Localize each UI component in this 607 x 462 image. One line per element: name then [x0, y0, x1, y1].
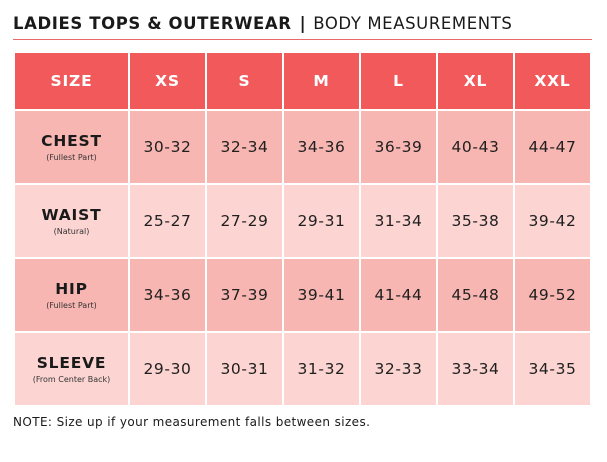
table-row-hip: HIP (Fullest Part) 34-36 37-39 39-41 41-… — [13, 257, 592, 333]
table-cell: 25-27 — [128, 183, 207, 259]
size-header-row: SIZE XS S M L XL XXL — [13, 51, 592, 111]
row-label-sleeve: SLEEVE (From Center Back) — [13, 331, 130, 407]
size-col-l: L — [359, 51, 438, 111]
row-label-note: (Fullest Part) — [46, 301, 97, 310]
row-label-name: HIP — [55, 280, 88, 298]
table-cell: 49-52 — [513, 257, 592, 333]
table-cell: 37-39 — [205, 257, 284, 333]
table-cell: 39-41 — [282, 257, 361, 333]
table-cell: 30-32 — [128, 109, 207, 185]
table-cell: 36-39 — [359, 109, 438, 185]
row-label-note: (From Center Back) — [32, 375, 111, 384]
table-row-chest: CHEST (Fullest Part) 30-32 32-34 34-36 3… — [13, 109, 592, 185]
table-cell: 32-33 — [359, 331, 438, 407]
table-cell: 44-47 — [513, 109, 592, 185]
size-col-xl: XL — [436, 51, 515, 111]
row-label-name: CHEST — [41, 132, 102, 150]
size-col-xxl: XXL — [513, 51, 592, 111]
row-label-name: WAIST — [41, 206, 102, 224]
row-label-note: (Natural) — [53, 227, 90, 236]
table-cell: 32-34 — [205, 109, 284, 185]
table-cell: 33-34 — [436, 331, 515, 407]
size-corner-label: SIZE — [13, 51, 130, 111]
table-cell: 39-42 — [513, 183, 592, 259]
table-row-waist: WAIST (Natural) 25-27 27-29 29-31 31-34 … — [13, 183, 592, 259]
size-col-xs: XS — [128, 51, 207, 111]
table-cell: 45-48 — [436, 257, 515, 333]
table-cell: 31-32 — [282, 331, 361, 407]
size-col-s: S — [205, 51, 284, 111]
row-label-waist: WAIST (Natural) — [13, 183, 130, 259]
table-row-sleeve: SLEEVE (From Center Back) 29-30 30-31 31… — [13, 331, 592, 407]
table-cell: 41-44 — [359, 257, 438, 333]
table-cell: 34-36 — [282, 109, 361, 185]
table-cell: 31-34 — [359, 183, 438, 259]
size-chart-table: SIZE XS S M L XL XXL CHEST (Fullest Part… — [13, 51, 592, 407]
row-label-note: (Fullest Part) — [46, 153, 97, 162]
table-cell: 34-35 — [513, 331, 592, 407]
table-cell: 30-31 — [205, 331, 284, 407]
table-cell: 35-38 — [436, 183, 515, 259]
table-cell: 34-36 — [128, 257, 207, 333]
title-subject: BODY MEASUREMENTS — [313, 13, 513, 33]
sizing-note: NOTE: Size up if your measurement falls … — [13, 415, 371, 429]
table-cell: 29-30 — [128, 331, 207, 407]
title-category: LADIES TOPS & OUTERWEAR — [13, 13, 292, 33]
table-cell: 40-43 — [436, 109, 515, 185]
size-col-m: M — [282, 51, 361, 111]
row-label-name: SLEEVE — [36, 354, 107, 372]
title-separator: | — [299, 13, 307, 33]
row-label-hip: HIP (Fullest Part) — [13, 257, 130, 333]
title-divider — [13, 39, 592, 40]
table-cell: 27-29 — [205, 183, 284, 259]
table-cell: 29-31 — [282, 183, 361, 259]
page-title: LADIES TOPS & OUTERWEAR | BODY MEASUREME… — [13, 12, 513, 34]
row-label-chest: CHEST (Fullest Part) — [13, 109, 130, 185]
